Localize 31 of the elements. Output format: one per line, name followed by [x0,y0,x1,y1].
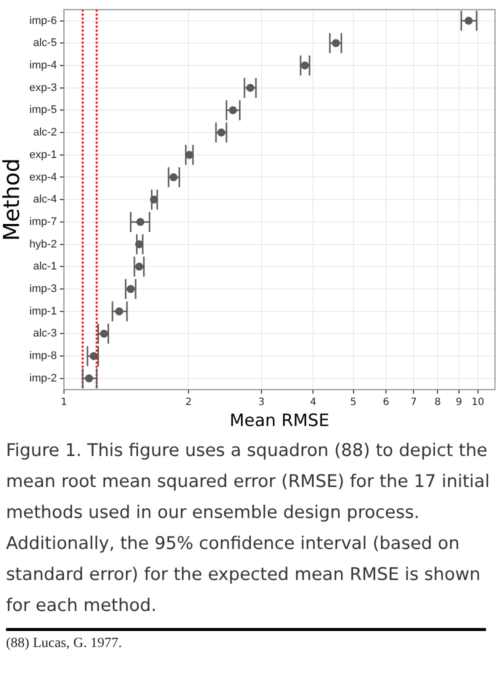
x-tick-label: 5 [350,397,356,408]
y-tick-label: exp-3 [29,82,57,94]
y-tick-label: imp-1 [29,305,57,318]
y-tick-label: imp-3 [29,283,57,296]
y-axis-title: Method [0,158,25,241]
y-tick-label: imp-2 [29,372,57,384]
y-tick-label: imp-4 [29,60,57,72]
x-tick-label: 10 [472,397,484,408]
x-tick-label: 6 [382,397,390,408]
y-tick-label: imp-8 [29,350,57,362]
y-tick-label: alc-1 [33,260,57,273]
x-tick-label: 3 [258,397,265,408]
y-tick-label: alc-5 [33,37,57,50]
y-tick-label: alc-2 [33,126,57,139]
x-tick-label: 9 [456,397,462,408]
y-tick-label: exp-4 [29,171,57,184]
x-tick-label: 4 [310,397,316,408]
y-tick-label: imp-7 [29,216,57,228]
x-tick-label: 2 [185,397,192,408]
y-tick-label: imp-5 [29,104,57,116]
y-tick-label: alc-3 [33,328,57,340]
y-tick-label: exp-1 [29,148,57,161]
y-tick-label: alc-4 [33,194,57,206]
y-tick-label: imp-6 [29,14,57,27]
x-tick-label: 8 [434,397,441,408]
x-tick-label: 7 [410,397,417,408]
x-axis-title: Mean RMSE [230,411,330,432]
caption: Figure 1. This figure uses a squadron (88) to depict the mean root mean squared error (RMSE) for the 17 initial methods used in our ensemble design process. Additionally, the 95% confidence interval (based on standard error) for the expected mean RMSE is shown for each method. [6,440,491,618]
text: (88) Lucas, G. 1977. [6,628,486,652]
y-tick-label: hyb-2 [29,238,57,250]
x-tick-label: 1 [60,397,68,408]
